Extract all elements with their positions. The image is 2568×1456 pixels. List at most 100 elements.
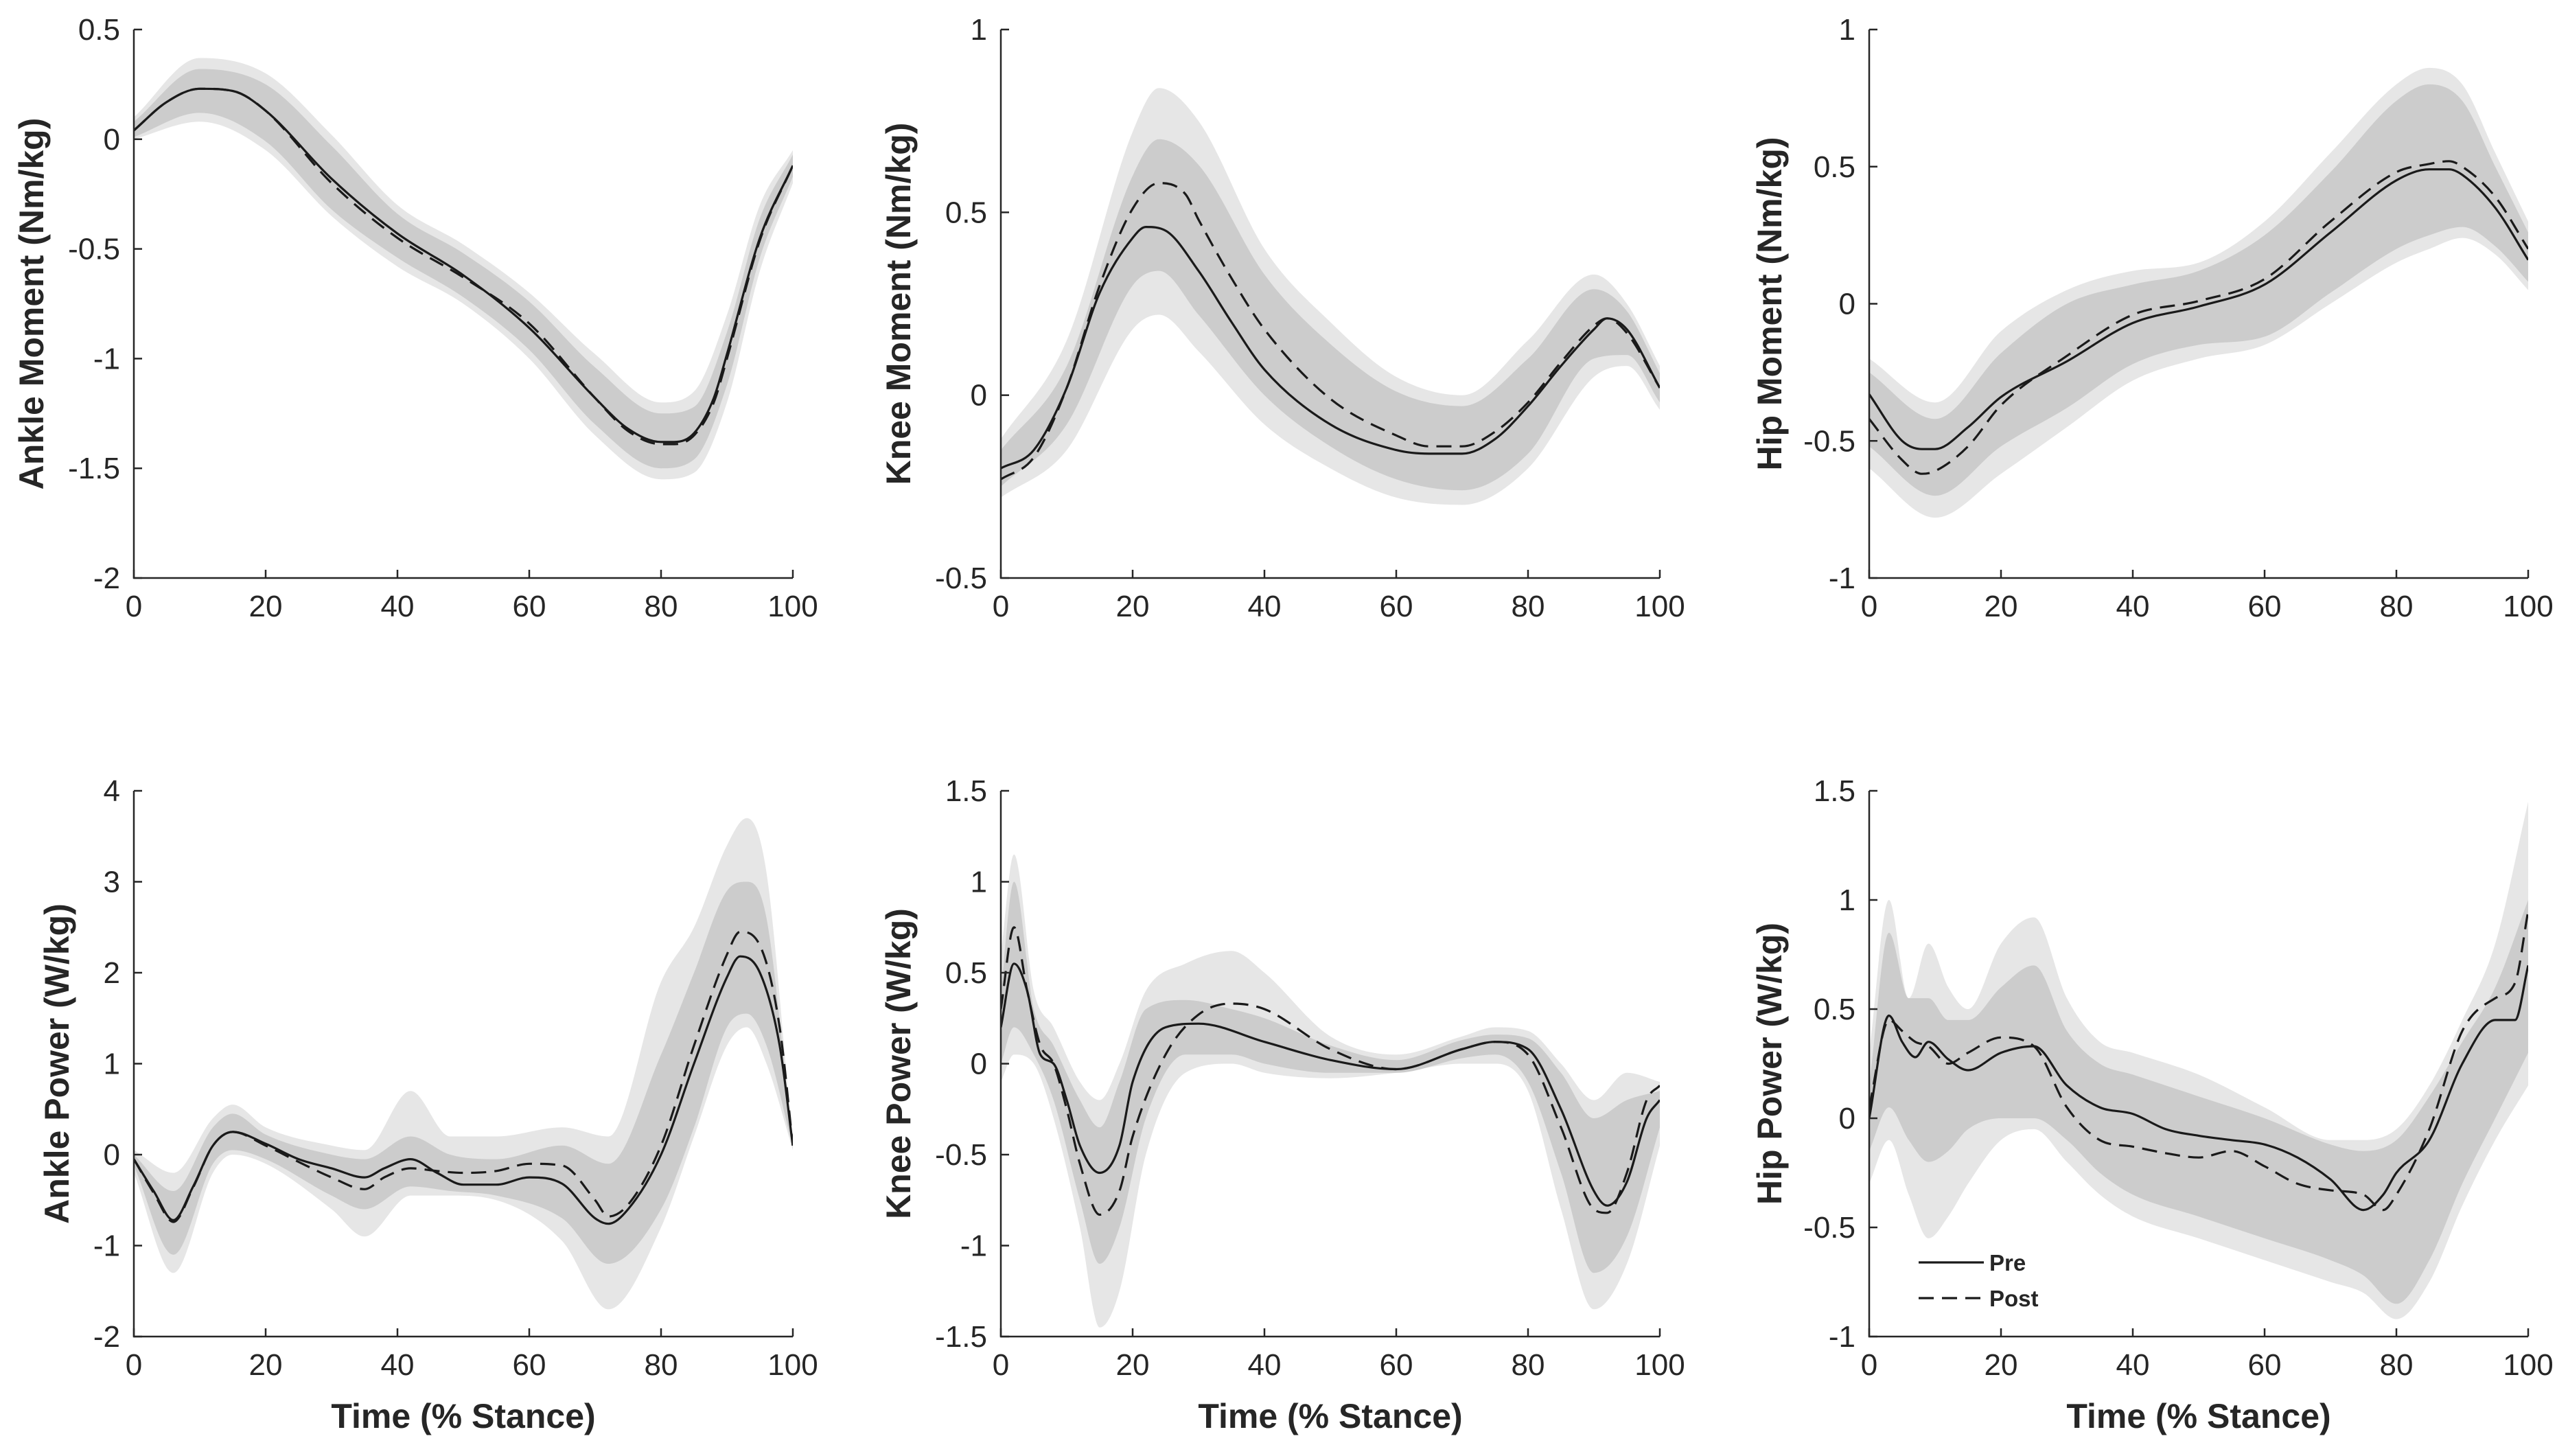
band-dark: [1869, 900, 2528, 1304]
y-tick-label: 0: [971, 379, 987, 413]
y-tick-label: 2: [104, 956, 120, 990]
x-tick-label: 60: [2248, 590, 2282, 623]
y-tick-label: -0.5: [935, 562, 987, 595]
x-tick-label: 40: [2116, 590, 2150, 623]
x-tick-label: 40: [381, 590, 415, 623]
x-tick-label: 80: [2380, 1348, 2414, 1382]
y-axis-label: Knee Power (W/kg): [879, 908, 918, 1219]
x-tick-label: 60: [513, 1348, 546, 1382]
x-tick-label: 20: [249, 1348, 283, 1382]
x-tick-label: 100: [1634, 590, 1685, 623]
y-tick-label: 0.5: [78, 13, 120, 47]
plot-area: [1869, 801, 2528, 1319]
y-tick-label: -1: [960, 1229, 987, 1263]
y-tick-label: -0.5: [1803, 424, 1855, 458]
x-tick-label: 60: [1380, 590, 1413, 623]
band-dark: [134, 881, 793, 1264]
legend: Pre Post: [1919, 1250, 2039, 1311]
x-tick-label: 20: [249, 590, 283, 623]
y-axis-label: Hip Moment (Nm/kg): [1750, 137, 1789, 470]
x-tick-label: 100: [1634, 1348, 1685, 1382]
y-tick-label: 1: [971, 866, 987, 899]
x-tick-label: 40: [381, 1348, 415, 1382]
x-tick-label: 100: [2503, 1348, 2553, 1382]
y-tick-label: -1: [93, 342, 120, 375]
x-tick-label: 20: [1116, 1348, 1150, 1382]
y-tick-label: 4: [104, 774, 120, 808]
legend-label-pre: Pre: [1989, 1250, 2026, 1275]
band-dark: [1869, 84, 2528, 496]
y-axis-label: Knee Moment (Nm/kg): [879, 123, 918, 485]
panel-0: 0 20 40 60 80 100 0.5 0 -0.5 -1 -1.5 -2 Ankle Moment…: [12, 13, 818, 623]
x-tick-label: 40: [1248, 1348, 1282, 1382]
series-line-post: [1001, 182, 1660, 481]
y-tick-label: 0.5: [1814, 993, 1855, 1026]
series-line-pre: [1869, 965, 2528, 1212]
y-tick-label: -2: [93, 1320, 120, 1354]
x-tick-label: 20: [1116, 590, 1150, 623]
y-tick-label: -0.5: [68, 233, 120, 266]
y-tick-label: 1: [1839, 883, 1855, 917]
y-tick-label: 0.5: [945, 956, 987, 990]
y-axis-label: Hip Power (W/kg): [1750, 923, 1789, 1205]
x-tick-label: 100: [767, 1348, 818, 1382]
x-tick-label: 60: [1380, 1348, 1413, 1382]
y-tick-label: 1.5: [945, 774, 987, 808]
x-tick-label: 80: [1512, 590, 1545, 623]
y-tick-label: 1.5: [1814, 774, 1855, 808]
series-line-post: [134, 87, 793, 446]
x-axis-label: Time (% Stance): [1198, 1397, 1462, 1435]
x-tick-label: 100: [2503, 590, 2553, 623]
plot-area: [134, 58, 793, 480]
band-dark: [134, 69, 793, 469]
y-tick-label: 0.5: [945, 196, 987, 229]
y-tick-label: 1: [104, 1048, 120, 1081]
x-tick-label: 80: [645, 1348, 678, 1382]
legend-label-post: Post: [1989, 1286, 2039, 1311]
x-tick-label: 20: [1985, 1348, 2018, 1382]
x-tick-label: 60: [513, 590, 546, 623]
y-tick-label: -2: [93, 562, 120, 595]
y-tick-label: 3: [104, 866, 120, 899]
x-tick-label: 80: [1512, 1348, 1545, 1382]
y-axis-label: Ankle Power (W/kg): [38, 903, 76, 1224]
plot-area: [1001, 854, 1660, 1328]
x-tick-label: 0: [126, 590, 142, 623]
x-axis-label: Time (% Stance): [331, 1397, 595, 1435]
panel-4: 0 20 40 60 80 100 1.5 1 0.5 0 -0.5 -1 -1.5 Knee Power…: [879, 774, 1685, 1435]
series-line-pre: [1001, 962, 1660, 1207]
y-tick-label: 0: [1839, 288, 1855, 321]
y-tick-label: -1: [1829, 1320, 1855, 1354]
y-tick-label: 0: [104, 123, 120, 157]
y-tick-label: -0.5: [935, 1138, 987, 1172]
x-tick-label: 0: [1861, 590, 1877, 623]
y-tick-label: -1: [1829, 562, 1855, 595]
band-light: [1001, 854, 1660, 1328]
series-line-post: [1001, 926, 1660, 1216]
y-tick-label: -1.5: [68, 452, 120, 485]
x-tick-label: 20: [1985, 590, 2018, 623]
series-line-pre: [1869, 168, 2528, 450]
x-tick-label: 0: [993, 1348, 1009, 1382]
y-tick-label: 1: [971, 13, 987, 47]
x-tick-label: 100: [767, 590, 818, 623]
series-line-post: [1869, 910, 2528, 1212]
band-dark: [1001, 881, 1660, 1273]
x-tick-label: 0: [993, 590, 1009, 623]
panel-5: 0 20 40 60 80 100 1.5 1 0.5 0 -0.5 -1 Hip Power (W/k…: [1750, 774, 2554, 1435]
series-line-post: [1869, 160, 2528, 475]
x-tick-label: 0: [126, 1348, 142, 1382]
band-dark: [1001, 139, 1660, 491]
plot-area: [134, 818, 793, 1310]
x-tick-label: 60: [2248, 1348, 2282, 1382]
plot-area: [1869, 67, 2528, 518]
x-tick-label: 40: [2116, 1348, 2150, 1382]
series-line-post: [134, 930, 793, 1223]
y-tick-label: 0.5: [1814, 150, 1855, 184]
y-axis-label: Ankle Moment (Nm/kg): [12, 118, 51, 490]
y-tick-label: -1: [93, 1229, 120, 1263]
plot-area: [1001, 88, 1660, 505]
x-tick-label: 80: [2380, 590, 2414, 623]
